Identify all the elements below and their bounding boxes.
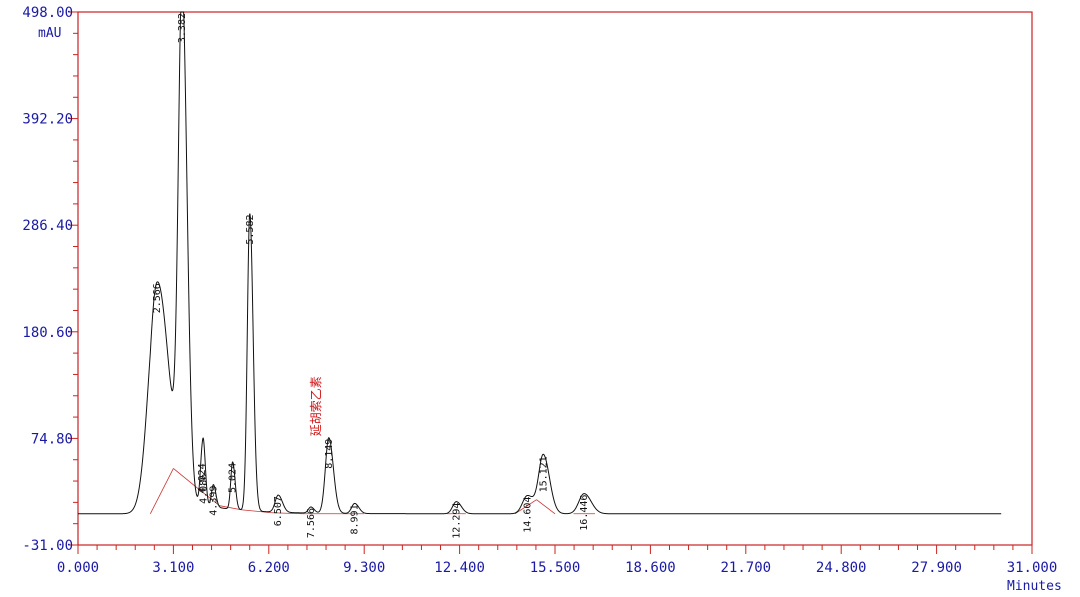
peak-rt-label: 2.566 xyxy=(152,283,163,313)
y-tick-label: 392.20 xyxy=(22,112,73,128)
chromatogram-trace xyxy=(78,11,1002,515)
baseline-segment xyxy=(149,468,174,514)
peak-rt-label: 7.566 xyxy=(306,508,317,538)
x-tick-label: 6.200 xyxy=(248,560,290,576)
named-compound-label: 延胡索乙素 xyxy=(309,376,323,436)
x-tick-label: 31.000 xyxy=(1007,560,1058,576)
peak-rt-label: 3.382 xyxy=(177,13,188,43)
peak-baselines xyxy=(149,468,596,515)
baseline-segment xyxy=(173,468,199,489)
peak-rt-label: 15.121 xyxy=(538,456,549,492)
x-tick-label: 18.600 xyxy=(625,560,676,576)
x-tick-label: 9.300 xyxy=(343,560,385,576)
x-tick-label: 12.400 xyxy=(434,560,485,576)
peak-rt-label: 16.446 xyxy=(579,495,590,531)
x-unit-label: Minutes xyxy=(1007,579,1062,594)
x-tick-label: 0.000 xyxy=(57,560,99,576)
baseline-segment xyxy=(241,509,272,514)
baseline-segment xyxy=(219,505,242,511)
y-tick-label: 180.60 xyxy=(22,325,73,341)
x-tick-label: 21.700 xyxy=(721,560,772,576)
peak-rt-label: 4.024 xyxy=(197,463,208,493)
x-tick-label: 27.900 xyxy=(911,560,962,576)
baseline-segment xyxy=(271,512,303,515)
axis-tick-labels: 0.000 3.100 6.200 9.300 12.400 15.500 18.600 21… xyxy=(22,5,1057,576)
peak-rt-label: 4.399 xyxy=(208,486,219,516)
y-tick-label: 74.80 xyxy=(31,431,73,447)
y-unit-label: mAU xyxy=(38,26,61,41)
peak-rt-label: 12.294 xyxy=(451,503,462,539)
peak-rt-label: 14.604 xyxy=(522,497,533,533)
y-tick-label: 498.00 xyxy=(22,5,73,21)
axis-ticks xyxy=(69,11,1033,554)
peak-rt-label: 8.149 xyxy=(324,439,335,469)
baseline-segment xyxy=(536,499,556,515)
peak-rt-label: 4.086 xyxy=(199,474,210,504)
peak-rt-label: 8.991 xyxy=(350,504,361,534)
x-tick-label: 24.800 xyxy=(816,560,867,576)
peak-rt-label: 5.024 xyxy=(228,463,239,493)
x-tick-label: 3.100 xyxy=(152,560,194,576)
peak-rt-label: 6.507 xyxy=(273,496,284,526)
peak-rt-label: 5.582 xyxy=(245,215,256,245)
x-tick-label: 15.500 xyxy=(530,560,581,576)
y-tick-label: 286.40 xyxy=(22,218,73,234)
baseline-segment xyxy=(197,488,220,507)
plot-frame xyxy=(77,11,1033,546)
baseline-segment xyxy=(514,499,537,515)
y-tick-label: -31.00 xyxy=(22,538,73,554)
